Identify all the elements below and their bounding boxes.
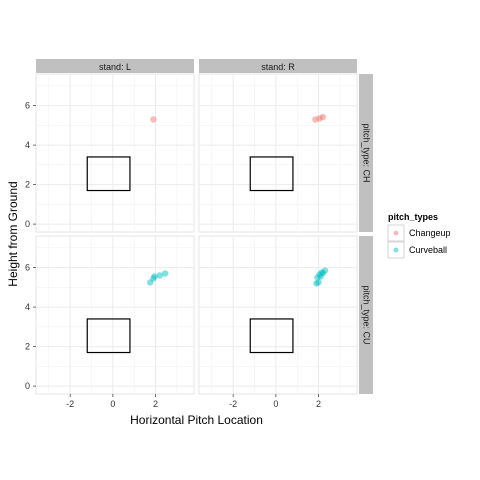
facet-strip-label: stand: R	[261, 62, 295, 72]
y-tick-label: 2	[25, 180, 30, 190]
panel-background	[35, 235, 195, 395]
facet-strip-column	[199, 59, 357, 73]
facet-strip-label: pitch_type: CH	[362, 123, 372, 182]
facet-panel	[35, 73, 195, 233]
legend-label: Curveball	[409, 245, 447, 255]
x-tick-label: 2	[153, 399, 158, 409]
facet-strip-label: stand: L	[99, 62, 131, 72]
y-axis-title: Height from Ground	[6, 181, 20, 286]
data-point	[315, 279, 322, 286]
data-point	[151, 273, 158, 280]
facet-panel	[198, 73, 358, 233]
legend-marker	[393, 230, 399, 236]
panel-background	[198, 73, 358, 233]
y-tick-label: 0	[25, 381, 30, 391]
y-tick-label: 6	[25, 263, 30, 273]
legend-label: Changeup	[409, 228, 451, 238]
data-point	[319, 113, 327, 121]
facet-strip-row	[359, 74, 373, 232]
y-tick-label: 2	[25, 342, 30, 352]
legend: pitch_types Changeup Curveball	[387, 212, 451, 259]
x-tick-label: 0	[110, 399, 115, 409]
y-tick-label: 0	[25, 219, 30, 229]
facet-strip-row	[359, 236, 373, 394]
y-tick-label: 4	[25, 140, 30, 150]
facet-panel	[198, 235, 358, 395]
strike-zone	[249, 156, 294, 192]
data-point	[317, 273, 324, 280]
strike-zone	[86, 318, 131, 354]
x-tick-label: -2	[66, 399, 74, 409]
x-axis-title: Horizontal Pitch Location	[130, 413, 263, 427]
strike-zone	[249, 318, 294, 354]
strike-zone	[86, 156, 131, 192]
data-point	[150, 116, 157, 123]
x-tick-label: 0	[273, 399, 278, 409]
facet-panel	[35, 235, 195, 395]
facet-strip-column	[36, 59, 194, 73]
y-tick-label: 4	[25, 302, 30, 312]
x-tick-label: -2	[229, 399, 237, 409]
panel-background	[35, 73, 195, 233]
legend-marker	[393, 247, 399, 253]
panel-background	[198, 235, 358, 395]
data-point	[161, 270, 169, 277]
legend-title: pitch_types	[388, 212, 438, 222]
data-point	[156, 272, 164, 279]
x-tick-label: 2	[316, 399, 321, 409]
facet-strip-label: pitch_type: CU	[362, 285, 372, 344]
data-point	[321, 267, 329, 274]
y-tick-label: 6	[25, 101, 30, 111]
